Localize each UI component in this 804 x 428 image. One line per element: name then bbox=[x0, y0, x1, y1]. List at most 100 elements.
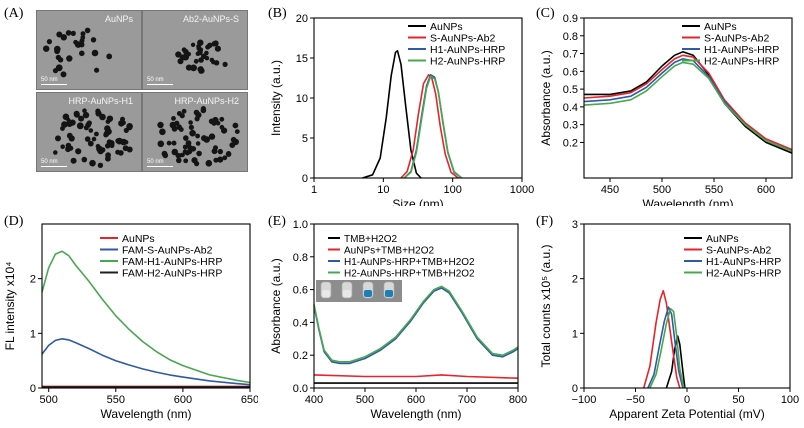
nanoparticle bbox=[219, 124, 225, 130]
nanoparticle bbox=[79, 38, 85, 44]
nanoparticle-cluster bbox=[175, 39, 228, 74]
series-line-h1-aunps-hrp bbox=[647, 306, 684, 389]
plot-frame bbox=[313, 223, 519, 389]
nanoparticle bbox=[219, 116, 225, 122]
nanoparticle bbox=[232, 122, 239, 129]
x-tick-label: 600 bbox=[757, 184, 775, 196]
series-line-h2-aunps-hrp bbox=[583, 61, 793, 153]
x-tick-label: 550 bbox=[107, 394, 125, 406]
nanoparticle bbox=[208, 133, 216, 140]
nanoparticle bbox=[56, 31, 63, 38]
nanoparticle bbox=[80, 31, 86, 37]
nanoparticle bbox=[89, 159, 96, 167]
nanoparticle bbox=[171, 140, 177, 146]
nanoparticle bbox=[183, 135, 189, 141]
x-axis-label: Size (nm) bbox=[392, 197, 443, 206]
nanoparticle bbox=[95, 143, 101, 149]
legend-label: H2-AuNPs-HRP bbox=[430, 56, 505, 68]
nanoparticle bbox=[97, 162, 104, 168]
legend: AuNPsFAM-S-AuNPs-Ab2FAM-H1-AuNPs-HRPFAM-… bbox=[100, 233, 222, 280]
nanoparticle bbox=[180, 113, 185, 119]
legend-label: H1-AuNPs-HRP bbox=[704, 44, 779, 56]
nanoparticle bbox=[91, 136, 97, 142]
series-line-fam-h1-aunps-hrp bbox=[41, 250, 251, 384]
chart-tmb-absorbance: 400 500 600 700 800 0.0 0.2 0.4 0.6 0.8 1.0 Wavelen… bbox=[269, 219, 527, 421]
x-tick-label: 10 bbox=[377, 184, 389, 196]
x-tick-label: 1000 bbox=[510, 184, 534, 196]
nanoparticle bbox=[65, 146, 71, 153]
y-tick-label: 0.8 bbox=[293, 252, 308, 264]
nanoparticle bbox=[213, 145, 218, 151]
nanoparticle bbox=[66, 120, 73, 127]
nanoparticle bbox=[217, 156, 224, 163]
nanoparticle bbox=[73, 39, 78, 45]
nanoparticle bbox=[52, 68, 59, 74]
chart-uv-vis-particles: 450 500 550 600 0.2 0.3 0.4 0.5 0.6 0.7 0.8 0.9 Wave… bbox=[539, 13, 793, 206]
nanoparticle bbox=[73, 110, 80, 117]
y-axis-label: FL intensity x10⁴ bbox=[3, 262, 17, 351]
x-tick-label: 600 bbox=[407, 394, 425, 406]
nanoparticle bbox=[85, 122, 92, 128]
legend-label: H1-AuNPs-HRP bbox=[706, 256, 781, 268]
nanoparticle bbox=[213, 157, 219, 163]
nanoparticle bbox=[53, 150, 58, 155]
x-tick-label: 600 bbox=[174, 394, 192, 406]
y-tick-label: 0.9 bbox=[563, 13, 578, 25]
nanoparticle bbox=[91, 49, 99, 57]
y-tick-label: 0.2 bbox=[293, 350, 308, 362]
nanoparticle bbox=[212, 40, 219, 47]
y-tick-label: 0.8 bbox=[563, 31, 578, 43]
nanoparticle bbox=[198, 67, 205, 74]
x-axis-label: Wavelength (nm) bbox=[643, 197, 734, 206]
x-tick-label: 500 bbox=[653, 184, 671, 196]
legend-label: AuNPs+TMB+H2O2 bbox=[344, 246, 434, 257]
nanoparticle bbox=[105, 152, 111, 159]
x-axis-label: Apparent Zeta Potential (mV) bbox=[609, 407, 764, 421]
y-tick-label: 0 bbox=[30, 383, 36, 395]
y-tick-label: 1.0 bbox=[293, 219, 308, 231]
x-tick-label: 800 bbox=[509, 394, 527, 406]
y-tick-label: 0.0 bbox=[293, 383, 308, 395]
legend-label: TMB+H2O2 bbox=[344, 234, 398, 245]
plot-frame bbox=[41, 223, 251, 389]
panel-label-f: (F) bbox=[536, 214, 554, 229]
panel-label-e: (E) bbox=[268, 214, 286, 229]
nanoparticle bbox=[90, 37, 97, 43]
series-line-aunps bbox=[665, 335, 686, 389]
nanoparticle bbox=[105, 119, 111, 124]
nanoparticle bbox=[222, 61, 228, 67]
y-axis-label: Intensity (a.u.) bbox=[269, 60, 283, 136]
nanoparticle bbox=[188, 120, 193, 125]
nanoparticle bbox=[159, 128, 166, 136]
nanoparticle bbox=[181, 108, 187, 114]
nanoparticle bbox=[157, 140, 165, 148]
nanoparticle bbox=[75, 148, 82, 155]
nanoparticle bbox=[60, 34, 67, 41]
nanoparticle bbox=[60, 126, 65, 131]
nanoparticle-cluster bbox=[43, 27, 113, 78]
nanoparticle bbox=[70, 30, 76, 36]
nanoparticle bbox=[201, 53, 207, 59]
panel-label-d: (D) bbox=[4, 214, 24, 229]
nanoparticle bbox=[195, 51, 201, 56]
nanoparticle bbox=[88, 128, 94, 133]
panel-label-a: (A) bbox=[4, 6, 24, 21]
series-line-h2-aunps-hrp bbox=[649, 307, 685, 389]
scale-bar bbox=[41, 84, 67, 85]
legend-label: AuNPs bbox=[704, 21, 737, 33]
legend-label: H2-AuNPs-HRP bbox=[706, 268, 781, 280]
nanoparticle bbox=[186, 51, 191, 57]
inset-photo bbox=[316, 280, 402, 302]
legend-label: AuNPs bbox=[706, 233, 739, 245]
nanoparticle bbox=[105, 143, 111, 149]
y-tick-label: 0.4 bbox=[293, 317, 308, 329]
series-line-s-aunps-ab2 bbox=[642, 289, 681, 389]
nanoparticle bbox=[120, 116, 125, 122]
x-axis-label: Wavelength (nm) bbox=[371, 407, 462, 421]
y-tick-label: 15 bbox=[296, 53, 308, 65]
x-tick-label: 700 bbox=[458, 394, 476, 406]
nanoparticle bbox=[162, 152, 169, 159]
nanoparticle bbox=[126, 123, 133, 130]
nanoparticle bbox=[230, 136, 237, 143]
series-line-aunps bbox=[362, 49, 422, 179]
